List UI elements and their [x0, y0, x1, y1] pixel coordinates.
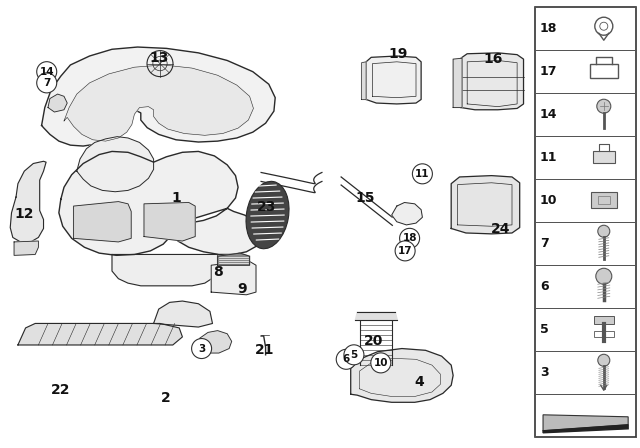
Text: 2: 2: [161, 391, 171, 405]
Polygon shape: [48, 94, 67, 112]
Text: 1: 1: [172, 191, 182, 205]
Bar: [594, 331, 614, 337]
Circle shape: [371, 353, 391, 373]
Text: 10: 10: [374, 358, 388, 368]
Text: 6: 6: [540, 280, 548, 293]
Bar: [535, 50, 636, 93]
Text: 14: 14: [540, 108, 557, 121]
Circle shape: [399, 228, 420, 248]
Bar: [535, 136, 636, 179]
Text: 19: 19: [388, 47, 408, 61]
Polygon shape: [392, 202, 422, 225]
Bar: [594, 316, 614, 324]
Text: 13: 13: [149, 51, 168, 65]
Polygon shape: [211, 261, 256, 295]
Text: 11: 11: [540, 151, 557, 164]
Polygon shape: [59, 151, 261, 255]
Text: 16: 16: [483, 52, 502, 66]
Text: 17: 17: [540, 65, 557, 78]
Bar: [535, 179, 636, 222]
Bar: [535, 7, 636, 50]
Text: 20: 20: [364, 334, 383, 349]
Circle shape: [597, 99, 611, 113]
Polygon shape: [218, 253, 250, 265]
Bar: [598, 196, 610, 204]
Bar: [535, 7, 636, 437]
Polygon shape: [197, 331, 232, 353]
Polygon shape: [10, 161, 46, 242]
Polygon shape: [453, 58, 462, 108]
Bar: [535, 93, 636, 136]
Circle shape: [395, 241, 415, 261]
Bar: [535, 308, 636, 351]
Polygon shape: [42, 47, 275, 146]
Text: 7: 7: [43, 78, 51, 88]
Text: 21: 21: [255, 343, 274, 358]
Text: 5: 5: [350, 350, 358, 360]
Text: 6: 6: [342, 354, 350, 364]
Text: 15: 15: [355, 191, 374, 205]
Text: 24: 24: [491, 222, 510, 237]
Text: 12: 12: [15, 207, 34, 221]
Text: 10: 10: [540, 194, 557, 207]
Text: 7: 7: [540, 237, 548, 250]
Text: 22: 22: [51, 383, 70, 397]
Polygon shape: [451, 176, 520, 234]
Polygon shape: [362, 62, 366, 99]
Polygon shape: [461, 53, 524, 110]
Bar: [590, 64, 618, 78]
Bar: [593, 151, 615, 163]
Circle shape: [36, 73, 57, 93]
Polygon shape: [77, 137, 154, 192]
Circle shape: [596, 268, 612, 284]
Circle shape: [598, 225, 610, 237]
Circle shape: [344, 345, 364, 365]
Bar: [535, 394, 636, 437]
Text: 18: 18: [540, 22, 557, 35]
Bar: [535, 222, 636, 265]
Bar: [535, 265, 636, 308]
Text: 11: 11: [415, 169, 429, 179]
Polygon shape: [543, 425, 628, 433]
Polygon shape: [74, 202, 131, 242]
Bar: [535, 351, 636, 394]
Circle shape: [36, 62, 57, 82]
Text: 23: 23: [257, 200, 276, 214]
Text: 14: 14: [40, 67, 54, 77]
Bar: [591, 192, 617, 208]
Polygon shape: [154, 301, 212, 327]
Text: 3: 3: [540, 366, 548, 379]
Polygon shape: [18, 323, 182, 345]
Polygon shape: [14, 241, 38, 255]
Circle shape: [336, 349, 356, 369]
Text: 5: 5: [540, 323, 548, 336]
Text: 3: 3: [198, 344, 205, 353]
Circle shape: [191, 339, 212, 358]
Ellipse shape: [246, 181, 289, 249]
Polygon shape: [366, 56, 421, 104]
Circle shape: [412, 164, 433, 184]
Text: 4: 4: [414, 375, 424, 389]
Polygon shape: [543, 415, 628, 431]
Text: 9: 9: [237, 281, 247, 296]
Text: 17: 17: [398, 246, 412, 256]
Circle shape: [598, 354, 610, 366]
Polygon shape: [144, 202, 195, 241]
Polygon shape: [64, 65, 253, 141]
Polygon shape: [355, 312, 397, 320]
Polygon shape: [351, 349, 453, 402]
Polygon shape: [112, 254, 218, 286]
Text: 18: 18: [403, 233, 417, 243]
Text: 8: 8: [212, 265, 223, 280]
